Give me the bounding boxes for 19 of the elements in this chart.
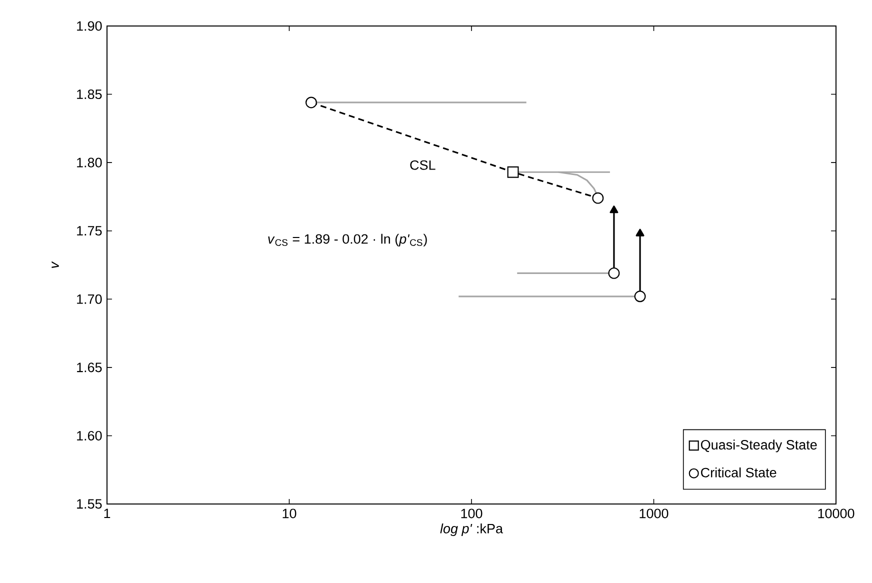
y-tick-label: 1.90 — [77, 21, 102, 31]
y-tick-label: 1.55 — [77, 499, 102, 509]
x-tick-label: 1 — [104, 508, 110, 518]
annotation: v$_{CS}$ = 1.89 - 0.02 · ln (p'$_{CS}$) — [268, 234, 427, 246]
y-tick-label: 1.80 — [77, 158, 102, 168]
x-tick-label: 10000 — [818, 508, 854, 518]
y-tick-label: 1.65 — [77, 362, 102, 372]
y-axis-title: v — [52, 261, 59, 268]
legend-label: Quasi-Steady State — [700, 440, 817, 452]
x-axis-title: log p' :kPa — [440, 523, 504, 536]
legend-label: Critical State — [701, 467, 776, 478]
annotation: CSL — [410, 160, 436, 170]
y-tick-label: 1.75 — [77, 226, 102, 236]
x-tick-label: 100 — [461, 508, 482, 518]
x-tick-label: 10 — [282, 508, 296, 518]
y-tick-label: 1.70 — [77, 294, 102, 304]
y-tick-label: 1.85 — [77, 90, 102, 100]
y-tick-label: 1.60 — [77, 430, 102, 440]
x-tick-label: 1000 — [640, 508, 668, 518]
